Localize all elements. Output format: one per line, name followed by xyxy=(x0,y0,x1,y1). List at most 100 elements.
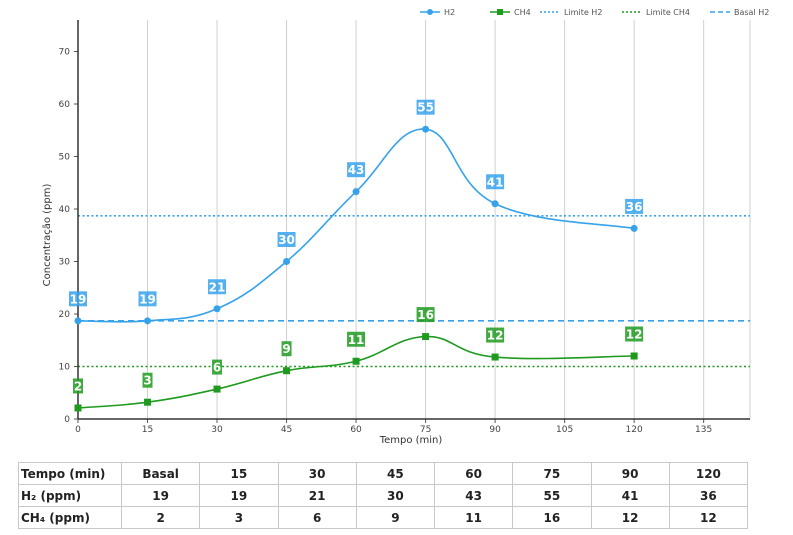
table-cell: 21 xyxy=(277,484,357,507)
y-axis-title: Concentração (ppm) xyxy=(42,184,53,287)
data-point xyxy=(144,398,152,406)
data-label: 19 xyxy=(70,292,87,306)
row-header: H₂ (ppm) xyxy=(18,484,122,507)
x-axis-title: Tempo (min) xyxy=(379,435,443,446)
data-label-bg xyxy=(416,307,435,323)
data-point xyxy=(352,188,360,196)
legend-item: CH4 xyxy=(490,8,531,17)
y-tick-label: 70 xyxy=(59,48,71,58)
x-tick-label: 45 xyxy=(281,425,292,435)
data-point xyxy=(213,305,221,313)
data-point xyxy=(144,317,152,325)
legend-marker xyxy=(497,9,503,15)
data-label-bg xyxy=(277,232,296,247)
data-table: Tempo (min) Basal 15 30 45 60 75 90 120 H₂ (ppm) 1… xyxy=(18,462,749,529)
data-point xyxy=(283,258,291,265)
legend-label: Basal H2 xyxy=(734,8,769,17)
data-label-bg xyxy=(486,174,505,190)
data-point xyxy=(491,200,499,208)
table-cell: 11 xyxy=(433,506,514,529)
data-label: 19 xyxy=(139,292,156,306)
axes: 0 15 30 45 60 75 90 105 120 135 0 10 20 30 40 50 60 70 xyxy=(59,20,750,435)
data-label: 36 xyxy=(626,200,643,214)
table-cell: 12 xyxy=(668,506,749,529)
x-tick-label: 105 xyxy=(556,425,573,435)
data-label: 30 xyxy=(278,233,295,247)
data-label: 2 xyxy=(74,379,82,393)
table-cell: 9 xyxy=(355,506,436,529)
y-tick-label: 10 xyxy=(59,363,71,373)
table-cell: 90 xyxy=(590,462,670,485)
data-label-bg xyxy=(347,162,366,178)
legend-item: Basal H2 xyxy=(710,8,769,17)
x-tick-label: 30 xyxy=(211,425,223,435)
table-cell: 43 xyxy=(433,484,514,507)
table-cell: 41 xyxy=(590,484,670,507)
row-header: Tempo (min) xyxy=(18,462,122,485)
data-label: 43 xyxy=(348,163,365,177)
legend-label: Limite CH4 xyxy=(646,8,690,17)
table-cell: 6 xyxy=(277,506,357,529)
y-tick-label: 60 xyxy=(59,100,71,110)
data-point xyxy=(630,224,638,232)
x-tick-label: 120 xyxy=(626,425,643,435)
table-cell: 19 xyxy=(199,484,279,507)
legend: H2 CH4 Limite H2 Limite CH4 Basal H2 xyxy=(420,8,769,17)
data-label: 6 xyxy=(213,361,221,375)
x-tick-label: 15 xyxy=(142,425,153,435)
y-tick-label: 40 xyxy=(59,205,71,215)
legend-label: CH4 xyxy=(514,8,531,17)
data-label-bg xyxy=(486,327,505,343)
data-label-bg xyxy=(138,291,157,307)
data-label: 16 xyxy=(417,308,434,322)
table-cell: 45 xyxy=(355,462,436,485)
table-row: CH₄ (ppm) 2 3 6 9 11 16 12 12 xyxy=(18,506,749,529)
table-cell: 3 xyxy=(199,506,279,529)
y-tick-label: 20 xyxy=(59,310,71,320)
table-cell: 30 xyxy=(355,484,436,507)
data-label: 3 xyxy=(143,374,151,388)
series xyxy=(74,125,638,412)
legend-label: H2 xyxy=(444,8,455,17)
table-cell: Basal xyxy=(120,462,201,485)
reference-lines xyxy=(78,215,750,368)
table-cell: 60 xyxy=(433,462,514,485)
data-label: 12 xyxy=(626,328,643,342)
data-label: 55 xyxy=(417,101,434,115)
data-point xyxy=(352,357,360,365)
data-label-bg xyxy=(73,378,83,394)
table-row: H₂ (ppm) 19 19 21 30 43 55 41 36 xyxy=(18,484,749,507)
x-tick-label: 135 xyxy=(695,425,712,435)
data-label: 9 xyxy=(282,342,290,356)
data-label-bg xyxy=(142,372,153,388)
data-point xyxy=(283,367,291,375)
data-label-bg xyxy=(212,359,223,375)
grid xyxy=(77,20,751,419)
x-tick-label: 0 xyxy=(75,425,81,435)
data-label-bg xyxy=(416,99,435,115)
table-cell: 15 xyxy=(199,462,279,485)
data-label-bg xyxy=(208,279,227,295)
legend-label: Limite H2 xyxy=(564,8,602,17)
data-point xyxy=(74,404,82,412)
table-cell: 75 xyxy=(512,462,592,485)
x-tick-label: 60 xyxy=(350,425,362,435)
data-label-bg xyxy=(69,291,87,307)
table-cell: 55 xyxy=(512,484,592,507)
data-point xyxy=(422,125,430,133)
data-point xyxy=(422,333,430,341)
y-tick-label: 0 xyxy=(64,415,70,425)
table-cell: 36 xyxy=(668,484,749,507)
row-header: CH₄ (ppm) xyxy=(18,506,122,529)
x-tick-label: 90 xyxy=(489,425,501,435)
data-point xyxy=(74,317,82,325)
y-tick-label: 30 xyxy=(59,258,71,268)
legend-item: Limite H2 xyxy=(540,8,602,17)
legend-item: H2 xyxy=(420,8,455,17)
data-label-bg xyxy=(625,326,644,342)
data-label: 21 xyxy=(209,280,226,294)
data-point xyxy=(213,385,221,393)
table-cell: 30 xyxy=(277,462,357,485)
legend-item: Limite CH4 xyxy=(622,8,690,17)
table-cell: 19 xyxy=(120,484,201,507)
